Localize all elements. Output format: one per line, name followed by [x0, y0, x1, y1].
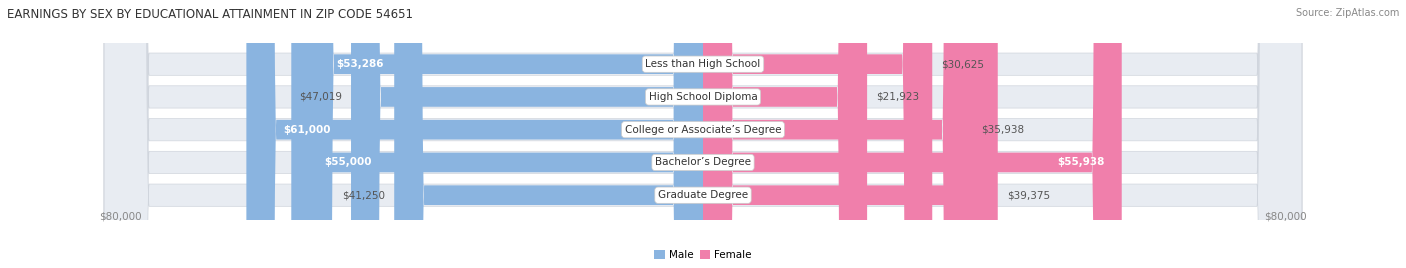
- FancyBboxPatch shape: [703, 0, 868, 268]
- Text: College or Associate’s Degree: College or Associate’s Degree: [624, 125, 782, 135]
- FancyBboxPatch shape: [352, 0, 703, 268]
- Text: $55,938: $55,938: [1057, 157, 1105, 168]
- Text: $47,019: $47,019: [299, 92, 342, 102]
- Text: $80,000: $80,000: [100, 211, 142, 221]
- FancyBboxPatch shape: [703, 0, 1122, 268]
- FancyBboxPatch shape: [104, 0, 1302, 268]
- Text: $55,000: $55,000: [325, 157, 371, 168]
- Text: EARNINGS BY SEX BY EDUCATIONAL ATTAINMENT IN ZIP CODE 54651: EARNINGS BY SEX BY EDUCATIONAL ATTAINMEN…: [7, 8, 413, 21]
- Text: Graduate Degree: Graduate Degree: [658, 190, 748, 200]
- Text: $80,000: $80,000: [1264, 211, 1306, 221]
- FancyBboxPatch shape: [246, 0, 703, 268]
- Text: $53,286: $53,286: [336, 59, 384, 69]
- FancyBboxPatch shape: [703, 0, 998, 268]
- FancyBboxPatch shape: [304, 0, 703, 268]
- FancyBboxPatch shape: [104, 0, 1302, 268]
- FancyBboxPatch shape: [291, 0, 703, 268]
- Text: Less than High School: Less than High School: [645, 59, 761, 69]
- Text: $35,938: $35,938: [981, 125, 1024, 135]
- Text: $21,923: $21,923: [876, 92, 920, 102]
- Text: $41,250: $41,250: [342, 190, 385, 200]
- FancyBboxPatch shape: [703, 0, 972, 268]
- Legend: Male, Female: Male, Female: [650, 246, 756, 264]
- Text: High School Diploma: High School Diploma: [648, 92, 758, 102]
- FancyBboxPatch shape: [104, 0, 1302, 268]
- FancyBboxPatch shape: [394, 0, 703, 268]
- Text: $39,375: $39,375: [1007, 190, 1050, 200]
- FancyBboxPatch shape: [703, 0, 932, 268]
- FancyBboxPatch shape: [104, 0, 1302, 268]
- Text: $61,000: $61,000: [283, 125, 330, 135]
- FancyBboxPatch shape: [104, 0, 1302, 268]
- Text: Bachelor’s Degree: Bachelor’s Degree: [655, 157, 751, 168]
- Text: Source: ZipAtlas.com: Source: ZipAtlas.com: [1295, 8, 1399, 18]
- Text: $30,625: $30,625: [941, 59, 984, 69]
